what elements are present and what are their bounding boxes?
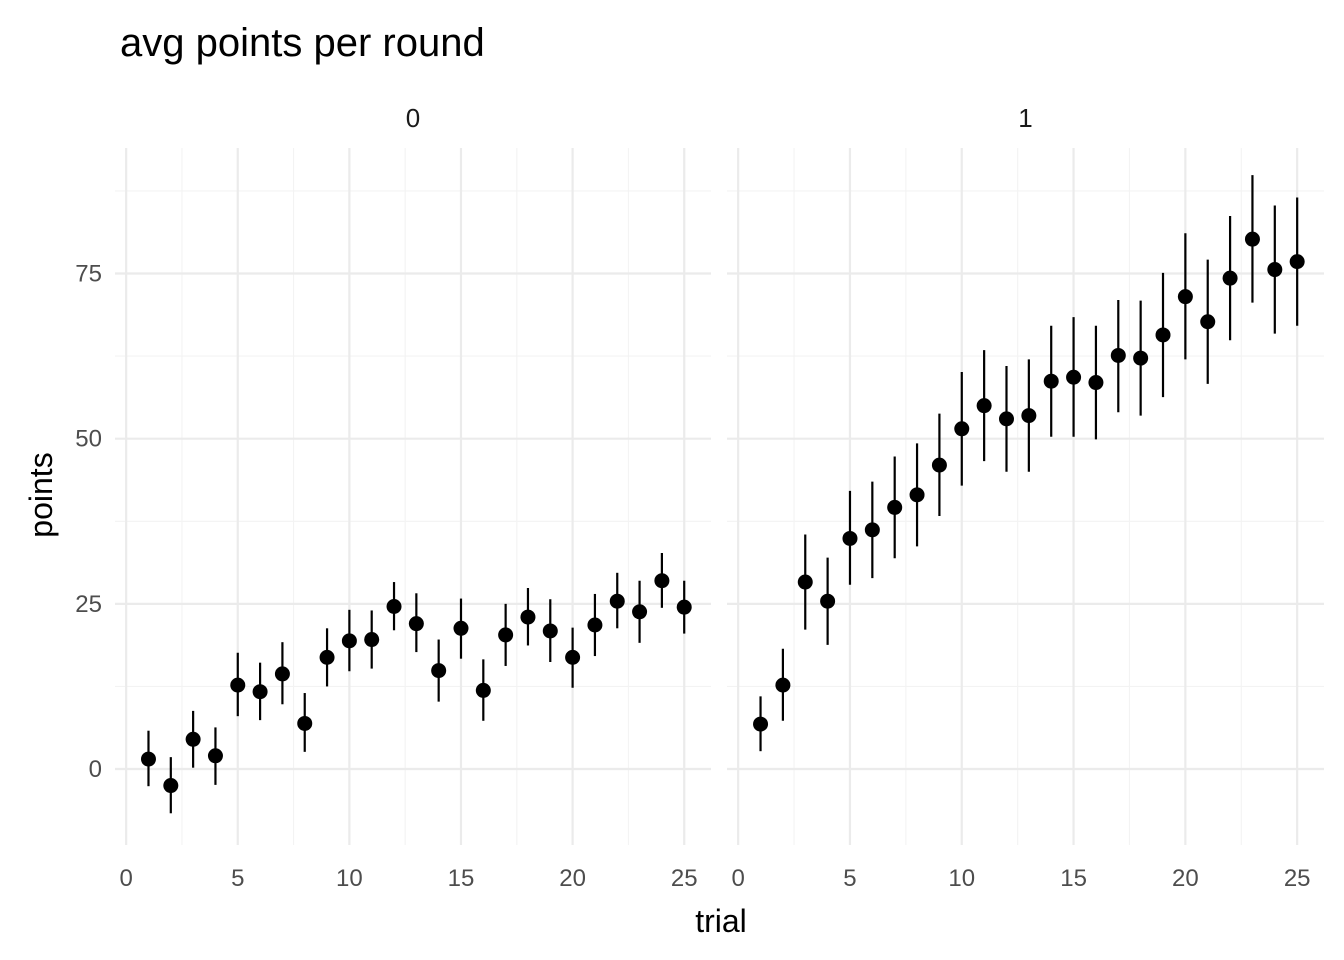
data-point: [475, 682, 491, 698]
data-point: [1267, 262, 1283, 278]
data-point: [1289, 254, 1305, 270]
data-point: [163, 778, 179, 794]
data-point: [565, 649, 581, 665]
data-point: [1222, 270, 1238, 286]
data-point: [364, 632, 380, 648]
y-axis-label: points: [23, 452, 59, 537]
x-tick-label: 10: [948, 865, 975, 892]
data-point: [676, 599, 692, 615]
x-tick-label: 20: [1172, 865, 1199, 892]
data-point: [797, 574, 813, 590]
data-point: [542, 623, 558, 639]
y-tick-label: 0: [89, 756, 102, 783]
data-point: [319, 649, 335, 665]
data-point: [408, 616, 424, 632]
data-point: [1133, 350, 1149, 366]
x-tick-label: 5: [843, 865, 856, 892]
data-point: [453, 620, 469, 636]
data-point: [609, 593, 625, 609]
data-point: [654, 573, 670, 589]
data-point: [274, 666, 290, 682]
data-point: [1021, 408, 1037, 424]
data-point: [775, 677, 791, 693]
data-point: [1066, 369, 1082, 385]
facet-strip-label: 1: [1018, 103, 1032, 133]
data-point: [954, 421, 970, 437]
data-point: [820, 593, 836, 609]
x-tick-label: 25: [1284, 865, 1311, 892]
panel-1: 10 5 10 15 20 25: [727, 103, 1324, 892]
data-point: [632, 604, 648, 620]
data-point: [1155, 327, 1171, 343]
data-point: [1110, 347, 1126, 363]
x-tick-label: 5: [231, 865, 244, 892]
data-point: [909, 487, 925, 503]
facet-strip-label: 0: [406, 103, 420, 133]
data-point: [1177, 289, 1193, 305]
y-tick-label: 25: [75, 591, 102, 618]
data-point: [297, 715, 313, 731]
data-point: [587, 617, 603, 633]
data-point: [341, 633, 357, 649]
x-tick-label: 0: [119, 865, 132, 892]
data-point: [207, 748, 223, 764]
data-point: [887, 499, 903, 515]
x-tick-label: 10: [336, 865, 363, 892]
x-tick-label: 20: [559, 865, 586, 892]
data-point: [864, 522, 880, 538]
data-point: [931, 457, 947, 473]
x-tick-label: 15: [448, 865, 475, 892]
data-point: [998, 411, 1014, 427]
y-tick-label: 50: [75, 426, 102, 453]
x-tick-label: 0: [732, 865, 745, 892]
x-tick-label: 15: [1060, 865, 1087, 892]
data-point: [431, 663, 447, 679]
data-point: [520, 609, 536, 625]
data-point: [842, 530, 858, 546]
data-point: [386, 599, 402, 615]
x-axis-label: trial: [695, 903, 747, 939]
y-tick-label: 75: [75, 261, 102, 288]
x-tick-label: 25: [671, 865, 698, 892]
data-point: [1088, 375, 1104, 391]
panel-0: 0 0 5 10 15 20 25 0 25 50 75: [75, 103, 711, 892]
data-point: [1200, 314, 1216, 330]
data-point: [185, 731, 201, 747]
chart-title: avg points per round: [120, 21, 485, 65]
data-point: [252, 684, 268, 700]
data-point: [1043, 373, 1059, 389]
data-point: [1244, 231, 1260, 247]
data-point: [230, 677, 246, 693]
data-point: [140, 751, 156, 767]
data-point: [976, 398, 992, 414]
data-point: [753, 716, 769, 732]
data-point: [498, 627, 514, 643]
